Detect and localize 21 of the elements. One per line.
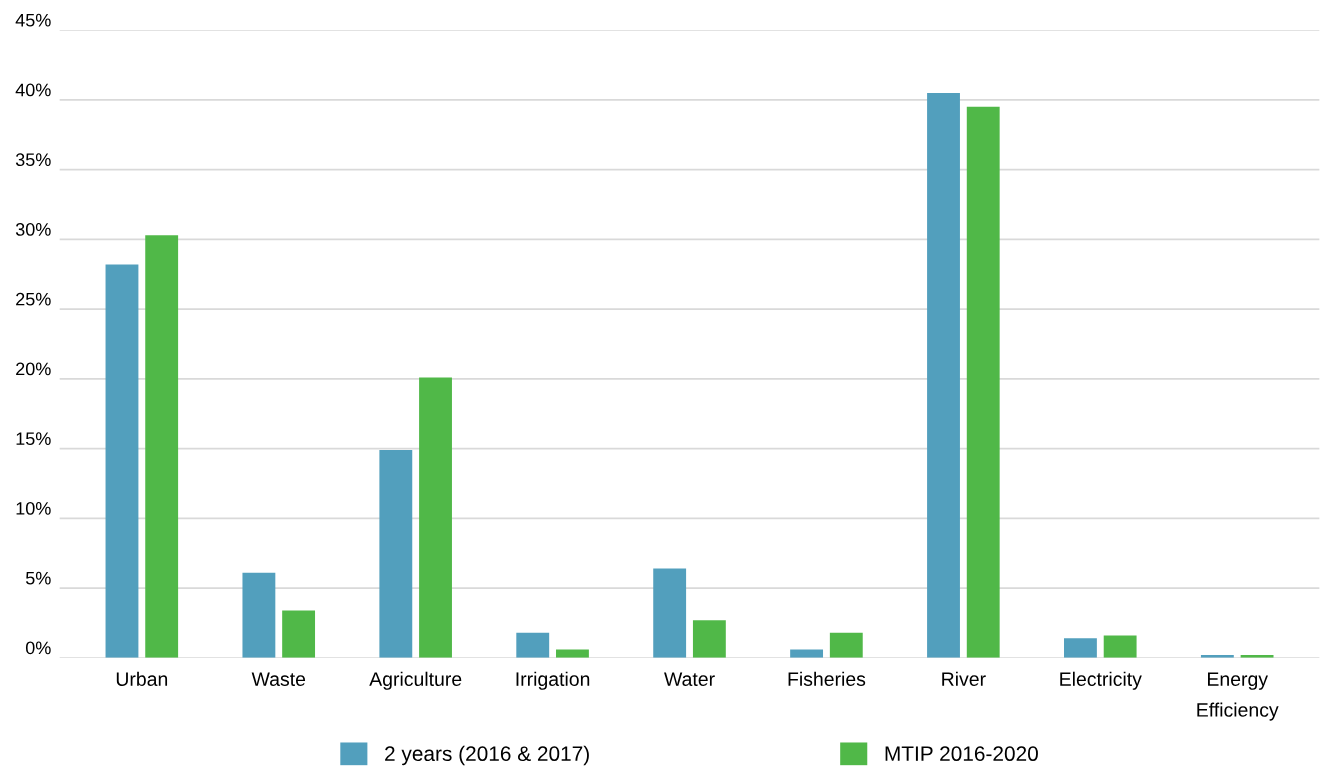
x-tick-label: Urban	[116, 671, 168, 686]
x-tick-label: River	[942, 671, 986, 686]
x-tick-label: Irrigation	[516, 671, 590, 690]
y-tick-label: 20%	[16, 362, 51, 376]
x-tick-label: Energy Efficiency	[1197, 672, 1279, 721]
y-tick-label: 0%	[25, 641, 51, 655]
x-tick-label: Water	[664, 672, 715, 686]
y-tick-label: 15%	[16, 432, 51, 446]
y-tick-label: 45%	[15, 13, 51, 27]
y-tick-label: 30%	[15, 223, 51, 236]
x-tick-label: Electricity	[1060, 671, 1142, 690]
y-tick-label: 40%	[15, 83, 51, 97]
x-tick-label: Fisheries	[788, 671, 866, 686]
y-tick-label: 5%	[25, 571, 51, 585]
y-tick-label: 10%	[16, 501, 51, 515]
y-tick-label: 35%	[15, 153, 51, 167]
x-tick-label: Agriculture	[369, 671, 462, 690]
legend-label: MTIP 2016-2020	[885, 746, 1038, 762]
x-tick-label: Waste	[251, 672, 306, 686]
legend-label: 2 years (2016 & 2017)	[385, 745, 589, 766]
y-tick-label: 25%	[16, 292, 51, 306]
